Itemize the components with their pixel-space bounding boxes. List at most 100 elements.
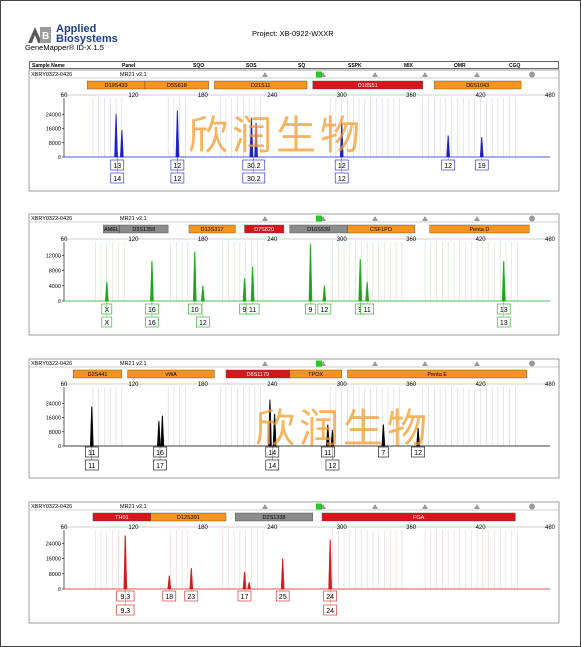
marker-bar xyxy=(312,80,423,90)
x-tick-label: 480 xyxy=(545,525,556,531)
applied-biosystems-logo-icon: B xyxy=(27,26,53,44)
marker-label: D2S1338 xyxy=(263,515,286,521)
allele-call-box xyxy=(317,303,332,315)
marker-bar xyxy=(244,224,285,234)
trace-peak xyxy=(167,575,172,590)
trace-peak xyxy=(268,399,272,447)
brand-name: Applied Biosystems xyxy=(56,24,118,45)
allele-call-box xyxy=(334,172,349,184)
trace-peak xyxy=(358,259,363,302)
allele-call-label: 24 xyxy=(326,608,334,615)
allele-call-box xyxy=(378,446,389,458)
trace-peak xyxy=(479,137,484,158)
marker-bar xyxy=(429,224,530,234)
sample-name: XBRY0322-0426 xyxy=(31,216,72,222)
quality-flag-icon xyxy=(474,216,480,221)
trace-peak xyxy=(114,114,118,158)
allele-call-box xyxy=(184,590,199,602)
allele-call-box xyxy=(360,303,374,315)
y-tick-label: 8000 xyxy=(49,269,61,275)
column-mix[interactable]: MIX xyxy=(404,63,413,69)
trace-peak xyxy=(192,251,197,302)
y-tick-label: 16000 xyxy=(46,416,61,422)
trace-peak xyxy=(247,582,251,590)
y-tick-label: 16000 xyxy=(46,127,61,133)
trace-peak xyxy=(189,567,194,590)
marker-label: D5S818 xyxy=(167,83,187,89)
cgq-flag-icon xyxy=(529,503,535,510)
quality-flag-icon xyxy=(474,361,480,366)
column-sample-name[interactable]: Sample Name xyxy=(32,63,65,69)
allele-call-label: 14 xyxy=(113,176,121,183)
marker-label: CSF1PO xyxy=(370,227,393,233)
trace-peak xyxy=(330,429,335,447)
allele-call-label: 19 xyxy=(478,163,486,170)
marker-label: D8S1179 xyxy=(247,372,270,378)
x-tick-label: 180 xyxy=(198,93,209,99)
cgq-flag-icon xyxy=(529,360,535,367)
trace-peak xyxy=(322,285,327,302)
marker-bar xyxy=(188,224,236,234)
allele-call-box xyxy=(237,590,252,602)
marker-bar xyxy=(150,512,227,522)
panel-name: MR21 v2.1 xyxy=(120,72,147,78)
x-tick-label: 240 xyxy=(267,525,278,531)
x-tick-label: 60 xyxy=(61,525,68,531)
x-tick-label: 120 xyxy=(128,237,139,243)
trace-peak xyxy=(381,424,386,447)
allele-call-label: 13 xyxy=(500,320,508,327)
trace-peak xyxy=(501,260,506,302)
allele-call-box xyxy=(242,172,266,184)
column-sspk[interactable]: SSPK xyxy=(348,63,362,69)
allele-call-box xyxy=(196,316,210,328)
x-tick-label: 360 xyxy=(406,382,417,388)
x-tick-label: 120 xyxy=(128,525,139,531)
marker-label: D12S391 xyxy=(177,515,200,521)
y-tick-label: 4000 xyxy=(49,284,61,290)
x-tick-label: 300 xyxy=(337,237,348,243)
trace-peak xyxy=(242,278,247,302)
allele-call-label: 12 xyxy=(199,320,207,327)
allele-call-box xyxy=(110,172,125,184)
trace-peak xyxy=(201,285,205,302)
column-omr[interactable]: OMR xyxy=(454,63,466,69)
column-cgq[interactable]: CGQ xyxy=(509,63,521,69)
sample-name: XBRY0322-0426 xyxy=(31,504,72,510)
quality-flag-icon xyxy=(372,72,378,77)
cgq-flag-icon xyxy=(529,71,535,78)
x-tick-label: 480 xyxy=(545,237,556,243)
trace-peak xyxy=(365,281,369,302)
column-panel[interactable]: Panel xyxy=(122,63,136,69)
allele-call-label: 16 xyxy=(148,320,156,327)
trace-peak xyxy=(339,122,344,158)
x-tick-label: 300 xyxy=(337,382,348,388)
trace-peak xyxy=(242,571,247,590)
sizing-quality-flag-icon xyxy=(262,72,268,77)
trace-peak xyxy=(326,424,330,447)
allele-call-box xyxy=(321,446,335,458)
x-tick-label: 60 xyxy=(61,382,68,388)
column-sos[interactable]: SOS xyxy=(246,63,257,69)
column-sq[interactable]: SQ xyxy=(298,63,306,69)
marker-label: Penta D xyxy=(469,227,489,233)
y-tick-label: 0 xyxy=(58,587,61,593)
y-tick-label: 24000 xyxy=(46,112,61,118)
x-tick-label: 300 xyxy=(337,93,348,99)
panel-name: MR21 v2.1 xyxy=(120,361,147,367)
table-header: Sample Name Panel SQO SOS SQ SSPK MIX OM… xyxy=(29,61,559,69)
allele-call-label: 18 xyxy=(165,594,173,601)
marker-label: TPOX xyxy=(308,372,323,378)
marker-bar xyxy=(73,369,123,379)
sample-name: XBRY0322-0426 xyxy=(31,361,72,367)
quality-flag-icon xyxy=(422,72,428,77)
sizing-quality-flag-icon xyxy=(262,361,268,366)
trace-peak xyxy=(308,243,313,302)
trace-peak xyxy=(328,539,332,590)
sq-pass-flag-icon xyxy=(316,360,322,367)
marker-bar xyxy=(434,80,522,90)
panel-frame xyxy=(28,501,560,624)
y-tick-label: 0 xyxy=(58,155,61,161)
x-tick-label: 240 xyxy=(267,93,278,99)
column-sqo[interactable]: SQO xyxy=(193,63,205,69)
trace-peak xyxy=(157,420,161,447)
